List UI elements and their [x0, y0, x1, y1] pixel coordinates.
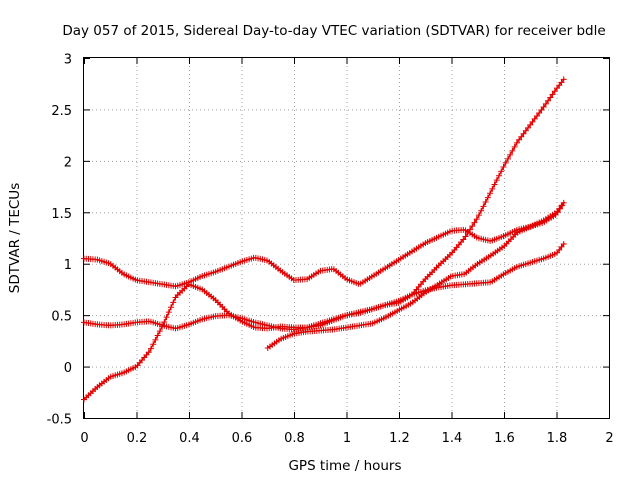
x-tick-label: 1.8	[547, 431, 568, 446]
data-point	[471, 219, 478, 226]
data-point	[170, 299, 177, 306]
data-point	[480, 203, 487, 210]
data-point	[500, 164, 507, 171]
data-point	[467, 226, 474, 233]
data-point	[560, 241, 567, 247]
data-point	[542, 100, 549, 107]
x-tick-label: 0.4	[179, 431, 200, 446]
data-point	[547, 94, 554, 101]
y-tick-label: 2.5	[51, 104, 72, 119]
data-point	[478, 207, 485, 214]
data-point	[509, 147, 516, 154]
data-point	[156, 328, 163, 335]
x-axis-label: GPS time / hours	[288, 458, 401, 474]
data-series	[81, 76, 567, 403]
data-point	[554, 209, 561, 216]
data-point	[473, 216, 480, 223]
data-point	[493, 177, 500, 184]
data-point	[145, 349, 152, 356]
y-tick-label: 1.5	[51, 207, 72, 222]
data-point	[557, 205, 564, 212]
x-tick-label: 1	[343, 431, 351, 446]
data-point	[502, 159, 509, 166]
data-point	[491, 181, 498, 188]
data-point	[168, 304, 175, 311]
data-point	[464, 230, 471, 237]
x-tick-label: 1.2	[389, 431, 410, 446]
axis-ticks: 0 0.2 0.4 0.6 0.8 1 1.2 1.4 1.6 1.8 2 -0.5 0 0.5 1 1.5 2…	[47, 53, 614, 447]
data-point	[484, 194, 491, 201]
chart-title: Day 057 of 2015, Sidereal Day-to-day VTE…	[62, 23, 605, 39]
data-point	[165, 309, 172, 316]
series-line	[83, 201, 565, 287]
x-tick-label: 2	[605, 431, 613, 446]
data-point	[496, 172, 503, 179]
y-tick-label: -0.5	[47, 413, 72, 428]
data-point	[498, 168, 505, 175]
data-point	[163, 314, 170, 321]
data-point	[482, 199, 489, 205]
y-tick-label: 1	[64, 258, 72, 273]
data-point	[487, 190, 494, 197]
data-point	[462, 233, 469, 240]
y-tick-label: 3	[64, 53, 72, 68]
series-line	[83, 242, 565, 331]
data-point	[504, 155, 511, 162]
x-tick-label: 0.6	[232, 431, 253, 446]
series-satellite-track-1	[81, 199, 567, 290]
data-point	[560, 76, 567, 83]
y-tick-label: 2	[64, 155, 72, 170]
data-point	[540, 104, 547, 110]
data-point	[507, 151, 514, 158]
data-point	[545, 97, 552, 104]
data-point	[161, 318, 168, 325]
data-point	[549, 91, 556, 98]
plot-frame	[83, 57, 610, 419]
x-tick-label: 0	[80, 431, 88, 446]
data-point	[150, 341, 157, 348]
x-tick-label: 1.6	[494, 431, 515, 446]
y-tick-label: 0.5	[51, 310, 72, 325]
data-point	[511, 143, 518, 150]
data-point	[469, 223, 476, 230]
data-point	[489, 185, 496, 192]
grid	[84, 58, 609, 418]
data-point	[551, 88, 558, 95]
series-satellite-track-2	[81, 241, 567, 333]
data-point	[513, 139, 520, 146]
y-tick-label: 0	[64, 361, 72, 376]
series-satellite-track-4	[264, 201, 566, 352]
series-satellite-track-3	[81, 76, 567, 403]
data-point	[152, 336, 159, 343]
y-axis-label: SDTVAR / TECUs	[7, 183, 23, 293]
x-tick-label: 1.4	[442, 431, 463, 446]
data-point	[475, 212, 482, 219]
x-tick-label: 0.8	[284, 431, 305, 446]
data-point	[559, 202, 566, 209]
data-point	[154, 332, 161, 339]
x-tick-label: 0.2	[127, 431, 148, 446]
data-point	[159, 323, 166, 330]
data-point	[147, 345, 154, 352]
